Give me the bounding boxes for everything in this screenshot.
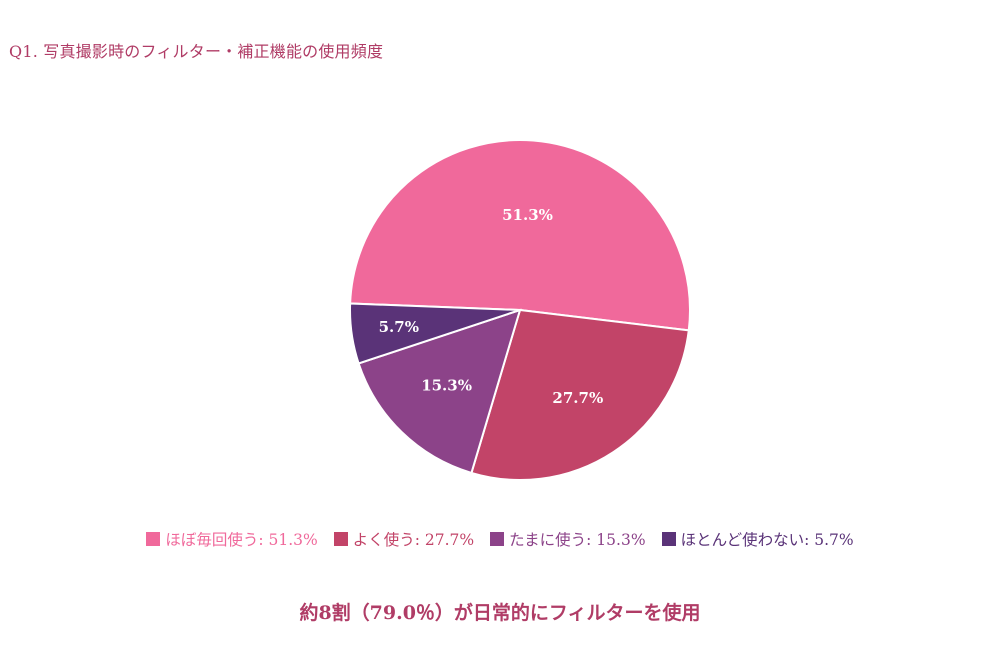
legend-swatch (146, 532, 161, 546)
legend-item-rarely: ほとんど使わない: 5.7% (661, 528, 854, 550)
summary-note: 約8割（79.0％）が日常的にフィルターを使用 (299, 602, 701, 624)
slice-label: 15.3% (421, 377, 472, 395)
slice-often (470, 308, 690, 481)
slice-rarely (349, 302, 521, 365)
legend-item-often: よく使う: 27.7% (333, 528, 475, 550)
slice-label: 5.7% (379, 318, 419, 336)
legend-label: たまに使う: 15.3% (509, 531, 646, 549)
legend-item-sometimes: たまに使う: 15.3% (490, 528, 646, 550)
legend-label: よく使う: 27.7% (352, 531, 475, 549)
legend-swatch (490, 532, 505, 546)
legend-label: ほぼ毎回使う: 51.3% (165, 531, 318, 549)
legend-swatch (333, 532, 348, 546)
chart-title: Q1. 写真撮影時のフィルター・補正機能の使用頻度 (9, 42, 384, 61)
legend-swatch (661, 532, 676, 546)
legend-label: ほとんど使わない: 5.7% (680, 531, 854, 549)
slice-label: 27.7% (552, 389, 603, 407)
slice-label: 51.3% (502, 206, 553, 224)
slice-always (349, 139, 691, 332)
legend-item-always: ほぼ毎回使う: 51.3% (146, 528, 318, 550)
legend: ほぼ毎回使う: 51.3% よく使う: 27.7% たまに使う: 15.3% ほ… (0, 528, 1000, 550)
